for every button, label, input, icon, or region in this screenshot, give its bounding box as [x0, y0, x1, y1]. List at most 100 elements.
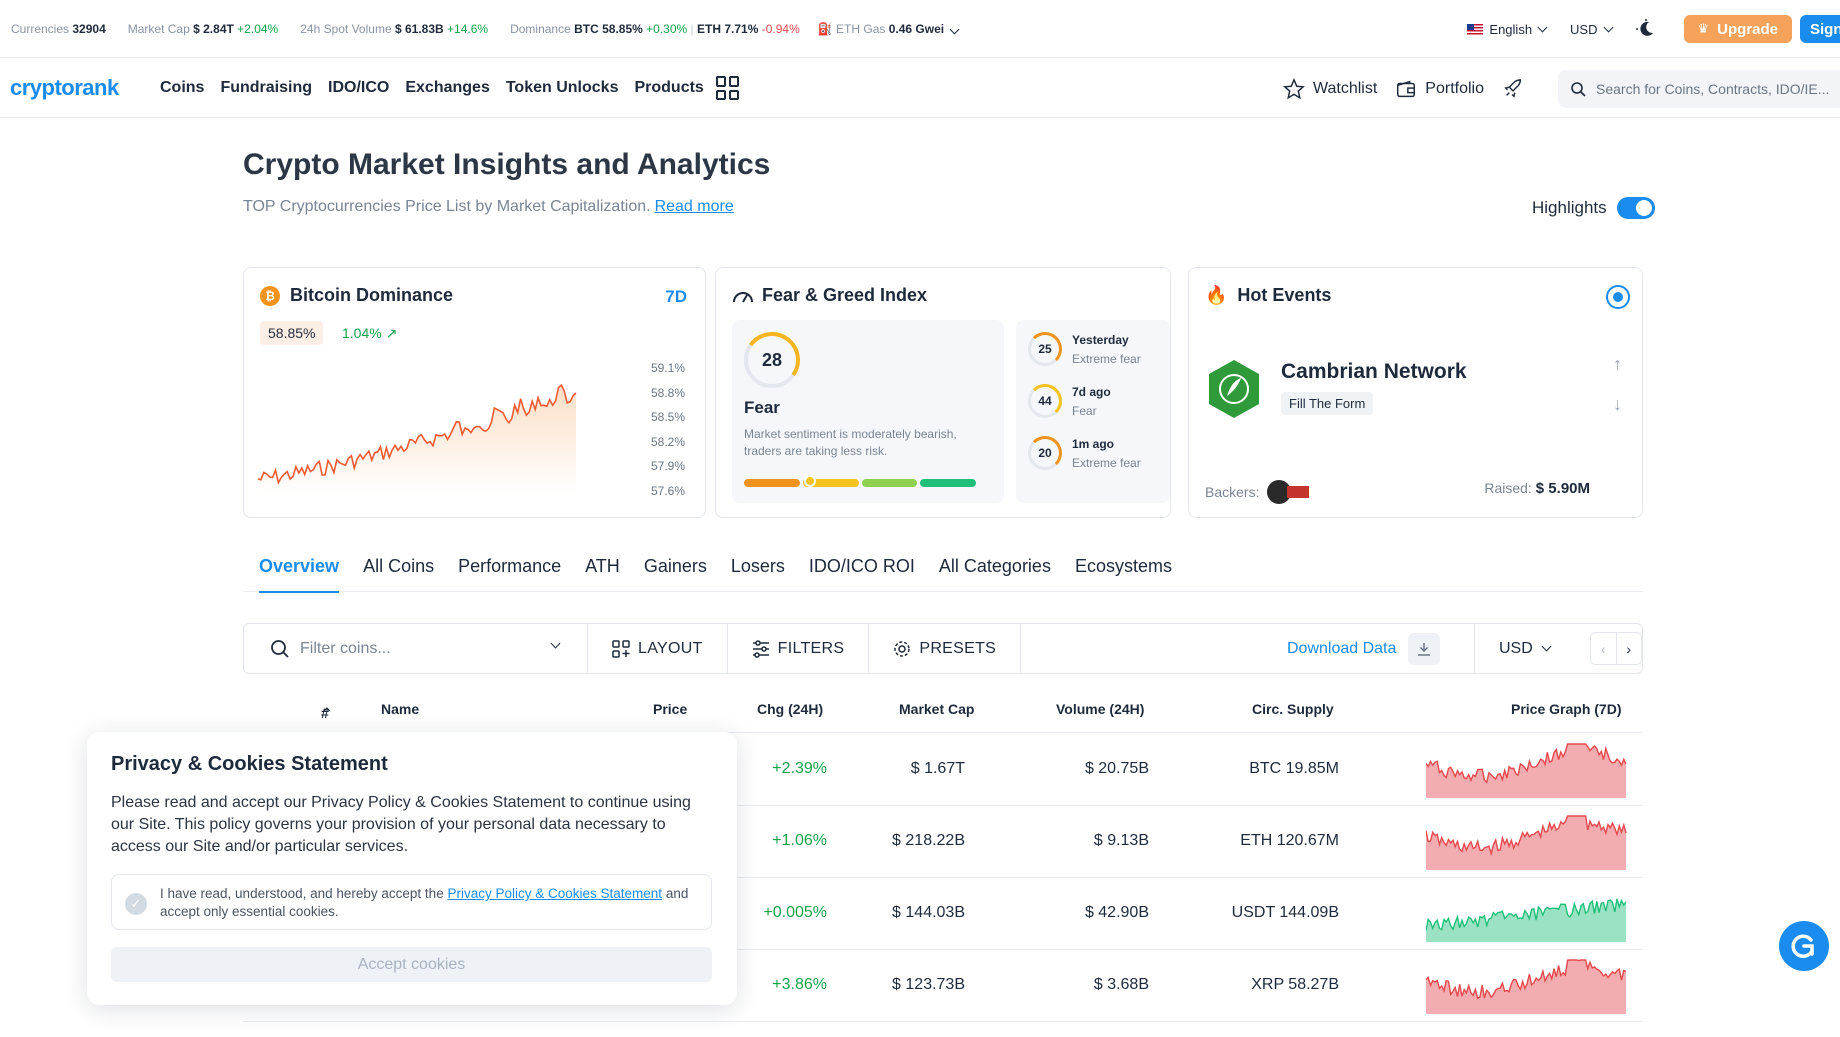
tab-all-coins[interactable]: All Coins	[363, 556, 435, 576]
download-data-button[interactable]: Download Data	[1287, 624, 1441, 673]
chevron-right-icon[interactable]: ›	[1626, 640, 1632, 657]
header-volume[interactable]: Volume (24H)	[1056, 701, 1145, 717]
dominance-change: 1.04% ↗	[342, 325, 398, 341]
theme-toggle-icon[interactable]	[1635, 19, 1656, 39]
signup-button[interactable]: Sign	[1800, 15, 1840, 43]
period-selector[interactable]: 7D	[665, 287, 687, 306]
language-selector[interactable]: English	[1467, 22, 1548, 37]
table-currency-selector[interactable]: USD	[1474, 624, 1586, 673]
header-name[interactable]: Name	[381, 701, 420, 717]
ticker-dominance: Dominance BTC 58.85% +0.30% | ETH 7.71% …	[510, 21, 800, 36]
tab-gainers[interactable]: Gainers	[643, 556, 707, 576]
consent-text: I have read, understood, and hereby acce…	[160, 886, 689, 919]
nav-exchanges[interactable]: Exchanges	[405, 79, 490, 96]
fire-icon: 🔥	[1205, 285, 1228, 305]
column-pager: ‹ ›	[1590, 632, 1642, 665]
nav-ido-ico[interactable]: IDO/ICO	[328, 79, 390, 96]
fear-greed-current: 28 Fear Market sentiment is moderately b…	[732, 320, 1004, 503]
ticker-market-cap: Market Cap $ 2.84T +2.04%	[127, 21, 279, 36]
main-navigation: cryptorank Coins Fundraising IDO/ICO Exc…	[0, 59, 1840, 118]
tab-overview[interactable]: Overview	[259, 556, 340, 593]
dominance-line-chart	[258, 383, 577, 494]
table-toolbar: Filter coins... LAYOUT FILTERS PRESETS D…	[243, 623, 1643, 674]
fear-greed-label: Fear	[744, 398, 780, 417]
tab-all-categories[interactable]: All Categories	[938, 556, 1051, 576]
filter-coins-input[interactable]: Filter coins...	[244, 624, 588, 673]
read-more-link[interactable]: Read more	[654, 198, 734, 215]
sliders-icon	[752, 639, 769, 658]
sentiment-scale	[744, 479, 976, 487]
price-sparkline	[1426, 815, 1627, 870]
nav-coins[interactable]: Coins	[160, 79, 205, 96]
page-title: Crypto Market Insights and Analytics	[243, 148, 771, 181]
history-item: 44 7d ago Fear	[1028, 384, 1111, 418]
layout-button[interactable]: LAYOUT	[588, 624, 728, 673]
fear-greed-card: Fear & Greed Index 28 Fear Market sentim…	[715, 267, 1171, 518]
filters-button[interactable]: FILTERS	[728, 624, 870, 673]
apps-grid-icon[interactable]	[715, 76, 740, 100]
arrow-up-icon[interactable]: ↑	[1613, 354, 1622, 374]
upgrade-button[interactable]: ♛ Upgrade	[1683, 15, 1792, 43]
chevron-down-icon	[1537, 22, 1548, 32]
header-price[interactable]: Price	[653, 701, 688, 717]
portfolio-link[interactable]: Portfolio	[1395, 78, 1484, 100]
accept-cookies-button[interactable]: Accept cookies	[111, 947, 712, 982]
ticker-gas[interactable]: ⛽ ETH Gas 0.46 Gwei	[818, 22, 960, 36]
header-circ-supply[interactable]: Circ. Supply	[1252, 701, 1334, 717]
history-item: 20 1m ago Extreme fear	[1028, 436, 1141, 470]
card-title: Hot Events	[1237, 285, 1332, 305]
table-row[interactable]: +2.39% $ 1.67T $ 20.75B BTC 19.85M	[243, 734, 1643, 806]
project-name[interactable]: Cambrian Network	[1281, 360, 1467, 383]
modal-body: Please read and accept our Privacy Polic…	[111, 794, 691, 855]
cambrian-network-logo[interactable]	[1207, 358, 1261, 420]
global-search-input[interactable]: Search for Coins, Contracts, IDO/IE...	[1558, 69, 1840, 108]
autoplay-target-icon[interactable]	[1606, 285, 1630, 309]
tab-ido-ico-roi[interactable]: IDO/ICO ROI	[808, 556, 915, 576]
ticker-currencies: Currencies 32904	[11, 21, 106, 36]
rocket-icon[interactable]	[1502, 78, 1532, 100]
tab-performance[interactable]: Performance	[458, 556, 562, 576]
currency-selector[interactable]: USD	[1570, 22, 1613, 37]
price-sparkline	[1426, 898, 1627, 942]
highlights-toggle[interactable]: Highlights	[1532, 197, 1655, 219]
chevron-left-icon[interactable]: ‹	[1591, 633, 1617, 664]
hot-events-card: 🔥 Hot Events Cambrian Network Fill The Fo…	[1188, 267, 1643, 518]
nav-products[interactable]: Products	[634, 79, 704, 96]
bitcoin-dominance-card: ₿ Bitcoin Dominance 7D 58.85% 1.04% ↗ 59.…	[243, 267, 706, 518]
sentiment-marker	[804, 475, 816, 487]
support-chat-icon[interactable]	[1779, 921, 1829, 971]
price-sparkline	[1426, 959, 1627, 1014]
table-row[interactable]: +3.86% $ 123.73B $ 3.68B XRP 58.27B	[243, 950, 1643, 1022]
chevron-down-icon	[1603, 22, 1613, 32]
dominance-value: 58.85%	[260, 321, 324, 345]
tab-ath[interactable]: ATH	[585, 556, 620, 576]
toggle-switch[interactable]	[1616, 197, 1655, 219]
consent-checkbox-row[interactable]: ✓ I have read, understood, and hereby ac…	[111, 874, 712, 930]
table-row[interactable]: +0.005% $ 144.03B $ 42.90B USDT 144.09B	[243, 878, 1643, 950]
search-icon	[271, 639, 289, 658]
event-tag[interactable]: Fill The Form	[1281, 392, 1374, 415]
header-change[interactable]: Chg (24H)	[757, 701, 824, 717]
header-market-cap[interactable]: Market Cap	[899, 701, 975, 717]
arrow-down-icon[interactable]: ↓	[1613, 394, 1622, 414]
watchlist-link[interactable]: Watchlist	[1283, 77, 1377, 100]
nav-fundraising[interactable]: Fundraising	[220, 79, 313, 96]
presets-button[interactable]: PRESETS	[869, 624, 1022, 673]
table-row[interactable]: +1.06% $ 218.22B $ 9.13B ETH 120.67M	[243, 806, 1643, 878]
backers: Backers:	[1205, 480, 1310, 504]
raised-amount: Raised: $ 5.90M	[1484, 480, 1590, 497]
price-sparkline	[1426, 743, 1627, 798]
settings-gear-icon	[894, 640, 911, 657]
cryptorank-logo[interactable]: cryptorank	[10, 75, 119, 100]
backer-logo[interactable]	[1287, 486, 1310, 498]
tab-losers[interactable]: Losers	[730, 556, 785, 576]
table-header: # ⌃ Name Price Chg (24H) Market Cap Volu…	[243, 697, 1643, 733]
nav-token-unlocks[interactable]: Token Unlocks	[505, 79, 619, 96]
table-tabs: Overview All Coins Performance ATH Gaine…	[243, 556, 1643, 593]
checkbox-check-icon[interactable]: ✓	[125, 893, 147, 915]
privacy-policy-link[interactable]: Privacy Policy & Cookies Statement	[447, 886, 663, 901]
fear-greed-history: 25 Yesterday Extreme fear 44 7d ago Fear 2…	[1016, 320, 1170, 503]
chevron-down-icon[interactable]	[550, 638, 561, 649]
tab-ecosystems[interactable]: Ecosystems	[1074, 556, 1172, 576]
fear-greed-value: 28	[744, 332, 800, 388]
